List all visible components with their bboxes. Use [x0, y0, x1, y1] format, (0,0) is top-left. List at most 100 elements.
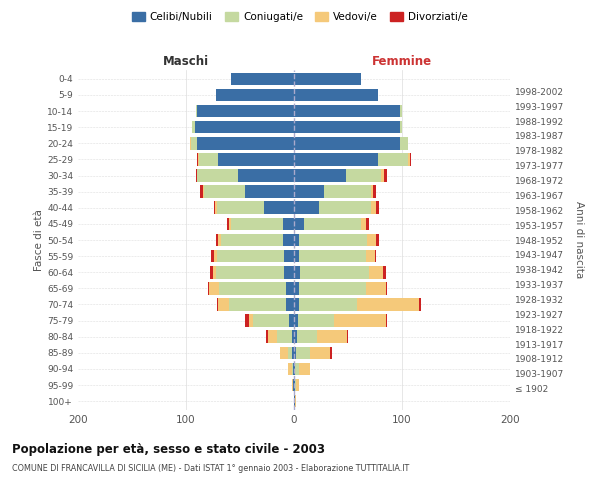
Bar: [294, 266, 386, 278]
Bar: [196, 105, 294, 118]
Bar: [294, 282, 367, 294]
Bar: [232, 72, 294, 85]
Bar: [196, 105, 294, 118]
Bar: [294, 186, 324, 198]
Legend: Celibi/Nubili, Coniugati/e, Vedovi/e, Divorziati/e: Celibi/Nubili, Coniugati/e, Vedovi/e, Di…: [128, 8, 472, 26]
Bar: [294, 186, 376, 198]
Bar: [216, 88, 294, 102]
Bar: [216, 88, 294, 102]
Bar: [264, 202, 294, 214]
Bar: [294, 137, 400, 149]
Bar: [294, 298, 421, 310]
Bar: [294, 105, 402, 118]
Bar: [294, 153, 410, 166]
Bar: [203, 186, 294, 198]
Bar: [245, 314, 294, 327]
Bar: [217, 202, 294, 214]
Bar: [197, 153, 294, 166]
Bar: [294, 72, 361, 85]
Bar: [292, 378, 294, 392]
Bar: [294, 218, 368, 230]
Bar: [248, 314, 294, 327]
Text: Femmine: Femmine: [372, 54, 432, 68]
Bar: [280, 346, 294, 359]
Bar: [294, 121, 402, 134]
Bar: [284, 266, 294, 278]
Bar: [294, 105, 402, 118]
Bar: [209, 282, 294, 294]
Bar: [294, 378, 299, 392]
Bar: [294, 250, 367, 262]
Bar: [196, 105, 294, 118]
Bar: [292, 346, 294, 359]
Bar: [294, 395, 295, 407]
Bar: [284, 250, 294, 262]
Bar: [294, 170, 346, 182]
Bar: [196, 170, 294, 182]
Bar: [294, 153, 409, 166]
Bar: [232, 72, 294, 85]
Bar: [208, 282, 294, 294]
Bar: [194, 121, 294, 134]
Y-axis label: Anni di nascita: Anni di nascita: [574, 202, 584, 278]
Bar: [294, 153, 410, 166]
Bar: [294, 266, 368, 278]
Bar: [229, 298, 294, 310]
Bar: [198, 153, 294, 166]
Bar: [294, 282, 387, 294]
Bar: [294, 314, 334, 327]
Bar: [218, 153, 294, 166]
Bar: [199, 153, 294, 166]
Bar: [289, 314, 294, 327]
Bar: [216, 266, 294, 278]
Bar: [294, 72, 361, 85]
Bar: [197, 105, 294, 118]
Bar: [294, 186, 371, 198]
Bar: [294, 88, 378, 102]
Bar: [294, 395, 296, 407]
Bar: [294, 378, 299, 392]
Bar: [232, 218, 294, 230]
Bar: [294, 105, 402, 118]
Bar: [294, 362, 295, 375]
Bar: [283, 218, 294, 230]
Bar: [216, 88, 294, 102]
Bar: [210, 266, 294, 278]
Bar: [294, 218, 304, 230]
Bar: [294, 121, 402, 134]
Bar: [213, 266, 294, 278]
Bar: [294, 88, 378, 102]
Text: Popolazione per età, sesso e stato civile - 2003: Popolazione per età, sesso e stato civil…: [12, 442, 325, 456]
Bar: [214, 202, 294, 214]
Bar: [287, 346, 294, 359]
Bar: [292, 330, 294, 343]
Bar: [294, 137, 409, 149]
Bar: [294, 330, 297, 343]
Bar: [294, 298, 356, 310]
Bar: [294, 234, 299, 246]
Bar: [293, 378, 294, 392]
Bar: [232, 72, 294, 85]
Bar: [266, 330, 294, 343]
Bar: [286, 298, 294, 310]
Bar: [253, 314, 294, 327]
Bar: [294, 105, 400, 118]
Bar: [215, 202, 294, 214]
Y-axis label: Fasce di età: Fasce di età: [34, 209, 44, 271]
Bar: [294, 298, 419, 310]
Bar: [214, 250, 294, 262]
Bar: [216, 88, 294, 102]
Bar: [197, 137, 294, 149]
Bar: [227, 218, 294, 230]
Bar: [294, 202, 379, 214]
Bar: [287, 362, 294, 375]
Bar: [294, 378, 295, 392]
Bar: [294, 250, 299, 262]
Bar: [294, 395, 295, 407]
Bar: [191, 137, 294, 149]
Bar: [294, 330, 347, 343]
Bar: [294, 362, 310, 375]
Bar: [294, 346, 296, 359]
Bar: [292, 378, 294, 392]
Bar: [280, 346, 294, 359]
